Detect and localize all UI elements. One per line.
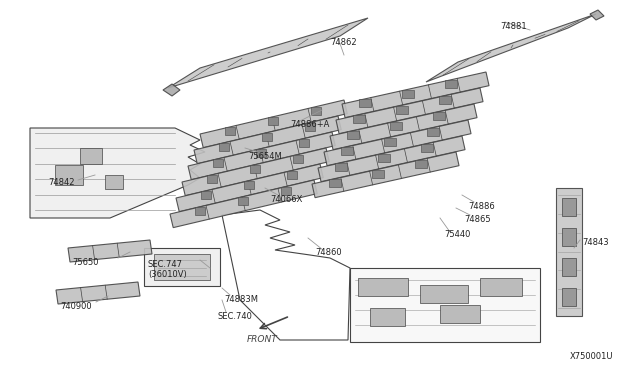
Polygon shape [590, 10, 604, 20]
Polygon shape [328, 179, 340, 187]
Polygon shape [420, 285, 468, 303]
Polygon shape [262, 133, 272, 141]
Polygon shape [188, 132, 335, 180]
Polygon shape [256, 149, 266, 157]
Polygon shape [80, 148, 102, 164]
Polygon shape [358, 99, 371, 107]
Polygon shape [445, 80, 457, 88]
Polygon shape [55, 165, 83, 185]
Polygon shape [168, 18, 368, 88]
Polygon shape [250, 165, 260, 173]
Polygon shape [287, 171, 297, 179]
Polygon shape [384, 138, 396, 146]
Polygon shape [207, 175, 217, 183]
Text: 75440: 75440 [444, 230, 470, 239]
Text: 75650: 75650 [72, 258, 99, 267]
Polygon shape [346, 131, 358, 139]
Polygon shape [378, 154, 390, 162]
Polygon shape [421, 144, 433, 152]
Polygon shape [299, 139, 309, 147]
Polygon shape [219, 143, 228, 151]
Text: 74862: 74862 [330, 38, 356, 47]
Polygon shape [562, 228, 576, 246]
Polygon shape [268, 117, 278, 125]
Polygon shape [324, 120, 471, 166]
Polygon shape [312, 152, 459, 198]
Polygon shape [56, 282, 140, 304]
Polygon shape [342, 72, 489, 118]
Polygon shape [163, 84, 180, 96]
Polygon shape [30, 128, 205, 218]
Polygon shape [370, 308, 405, 326]
Text: 74842: 74842 [48, 178, 74, 187]
Text: 74881: 74881 [500, 22, 527, 31]
Polygon shape [433, 112, 445, 120]
Text: 74860: 74860 [315, 248, 342, 257]
Polygon shape [212, 159, 223, 167]
Polygon shape [311, 107, 321, 115]
Text: 74886+A: 74886+A [290, 120, 330, 129]
Text: 74843: 74843 [582, 238, 609, 247]
Polygon shape [305, 123, 315, 131]
Text: SEC.747: SEC.747 [148, 260, 183, 269]
Polygon shape [427, 128, 439, 136]
Polygon shape [396, 106, 408, 114]
Polygon shape [281, 187, 291, 195]
Polygon shape [556, 188, 582, 316]
Polygon shape [144, 248, 220, 286]
Polygon shape [340, 147, 353, 155]
Polygon shape [176, 164, 323, 212]
Text: 75654M: 75654M [248, 152, 282, 161]
Text: 74066X: 74066X [270, 195, 302, 204]
Polygon shape [194, 116, 341, 164]
Polygon shape [336, 88, 483, 134]
Text: (36010V): (36010V) [148, 270, 187, 279]
Polygon shape [68, 240, 152, 262]
Polygon shape [372, 170, 384, 178]
Polygon shape [440, 305, 480, 323]
Text: 74886: 74886 [468, 202, 495, 211]
Polygon shape [170, 180, 317, 228]
Polygon shape [562, 258, 576, 276]
Polygon shape [330, 104, 477, 150]
Polygon shape [182, 148, 329, 196]
Polygon shape [225, 127, 235, 135]
Text: FRONT: FRONT [246, 335, 277, 344]
Polygon shape [238, 197, 248, 205]
Polygon shape [358, 278, 408, 296]
Polygon shape [154, 254, 210, 280]
Polygon shape [415, 160, 427, 168]
Polygon shape [562, 288, 576, 306]
Polygon shape [439, 96, 451, 104]
Polygon shape [200, 100, 348, 148]
Polygon shape [480, 278, 522, 296]
Polygon shape [390, 122, 402, 130]
Text: 740900: 740900 [60, 302, 92, 311]
Polygon shape [318, 136, 465, 182]
Polygon shape [426, 14, 596, 82]
Text: SEC.740: SEC.740 [218, 312, 253, 321]
Polygon shape [335, 163, 346, 171]
Polygon shape [562, 198, 576, 216]
Polygon shape [402, 90, 413, 98]
Text: X750001U: X750001U [570, 352, 614, 361]
Polygon shape [244, 181, 254, 189]
Polygon shape [195, 207, 205, 215]
Polygon shape [201, 191, 211, 199]
Text: 74883M: 74883M [224, 295, 258, 304]
Polygon shape [353, 115, 365, 123]
Polygon shape [105, 175, 123, 189]
Polygon shape [350, 268, 540, 342]
Polygon shape [293, 155, 303, 163]
Text: 74865: 74865 [464, 215, 491, 224]
